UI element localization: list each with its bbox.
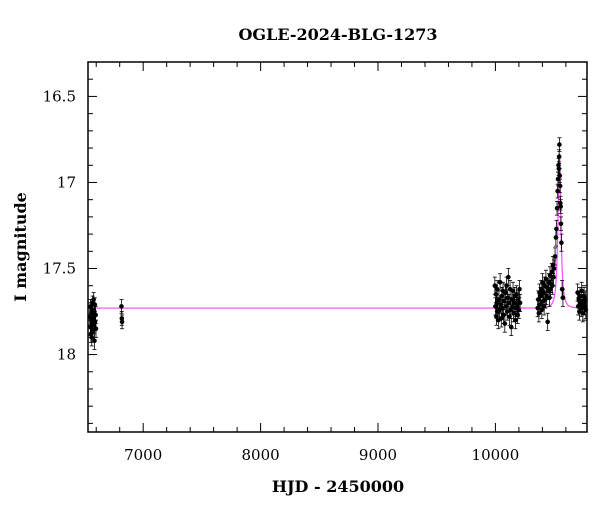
data-point-marker: [517, 286, 522, 292]
data-point-marker: [497, 279, 503, 285]
data-point-marker: [499, 293, 505, 299]
y-axis-label: I magnitude: [11, 192, 30, 302]
data-point: [513, 311, 518, 330]
data-point-marker: [545, 319, 550, 325]
data-point: [557, 137, 562, 152]
data-point: [552, 247, 558, 266]
data-point: [92, 331, 97, 350]
data-point: [508, 318, 514, 337]
data-point-marker: [508, 307, 513, 313]
data-point-marker: [494, 286, 500, 292]
x-axis-label: HJD - 2450000: [272, 477, 404, 496]
chart-title: OGLE-2024-BLG-1273: [238, 25, 437, 44]
data-point-marker: [92, 302, 98, 307]
data-point: [93, 319, 99, 338]
data-point-marker: [554, 205, 560, 211]
data-point: [554, 219, 559, 238]
data-point-marker: [496, 297, 502, 302]
data-point-marker: [558, 221, 564, 227]
data-point-marker: [538, 293, 543, 299]
model-curve-layer: [88, 153, 587, 309]
data-point: [545, 312, 550, 331]
x-tick-label: 9000: [359, 446, 397, 464]
model-curve: [88, 153, 587, 309]
data-point-marker: [580, 310, 586, 316]
data-point: [551, 259, 557, 278]
data-point: [92, 297, 98, 312]
data-point-marker: [510, 288, 516, 294]
data-point-marker: [92, 338, 97, 344]
data-point-marker: [540, 279, 545, 285]
data-point-marker: [506, 274, 511, 280]
x-tick-label: 10000: [472, 446, 520, 464]
data-point-marker: [514, 292, 519, 297]
x-tick-label: 8000: [242, 446, 280, 464]
data-point-marker: [555, 188, 560, 194]
data-point: [506, 268, 511, 287]
data-point-marker: [506, 300, 512, 306]
data-point: [558, 216, 564, 232]
data-point: [554, 200, 560, 216]
data-point-marker: [551, 266, 557, 271]
data-point-marker: [516, 297, 521, 302]
data-point-marker: [93, 312, 98, 318]
data-point: [502, 314, 508, 333]
data-points-layer: [87, 137, 589, 350]
data-point-marker: [508, 324, 514, 330]
data-point-marker: [557, 183, 563, 189]
data-point-marker: [557, 142, 562, 147]
y-tick-label: 17.5: [43, 260, 76, 278]
data-point-marker: [502, 321, 508, 326]
data-point: [540, 273, 545, 292]
plot-frame: [87, 61, 588, 433]
data-point: [517, 293, 523, 312]
data-point: [517, 280, 522, 299]
data-point-marker: [558, 204, 563, 209]
y-tick-label: 16.5: [43, 87, 76, 105]
data-point: [560, 288, 566, 307]
data-point-marker: [513, 317, 518, 323]
y-tick-label: 17: [57, 173, 76, 191]
data-point: [559, 233, 564, 252]
data-point-marker: [498, 316, 504, 321]
data-point-marker: [119, 319, 125, 325]
data-point-marker: [93, 326, 99, 332]
data-point: [579, 281, 585, 300]
data-point: [494, 280, 500, 299]
data-point: [497, 273, 503, 292]
data-point-marker: [555, 176, 561, 182]
data-point: [557, 178, 563, 194]
data-point: [558, 199, 563, 214]
data-point-marker: [119, 304, 124, 309]
data-point-marker: [552, 254, 558, 259]
data-point: [119, 314, 125, 330]
data-point-marker: [556, 154, 562, 159]
data-point-marker: [548, 286, 553, 292]
data-point-marker: [560, 295, 566, 301]
axis-ticks-layer: 7000 8000 9000 10000 16.5 17 17.5 18: [43, 62, 587, 464]
data-point-marker: [557, 173, 563, 178]
data-point-marker: [577, 293, 583, 299]
data-point-marker: [511, 310, 516, 316]
data-point-marker: [579, 288, 585, 294]
data-point: [119, 299, 124, 314]
data-point-marker: [554, 226, 559, 232]
data-point-marker: [559, 240, 564, 245]
x-tick-label: 7000: [124, 446, 162, 464]
y-tick-label: 18: [57, 346, 76, 364]
data-point-marker: [517, 300, 523, 306]
data-point-marker: [515, 312, 521, 318]
